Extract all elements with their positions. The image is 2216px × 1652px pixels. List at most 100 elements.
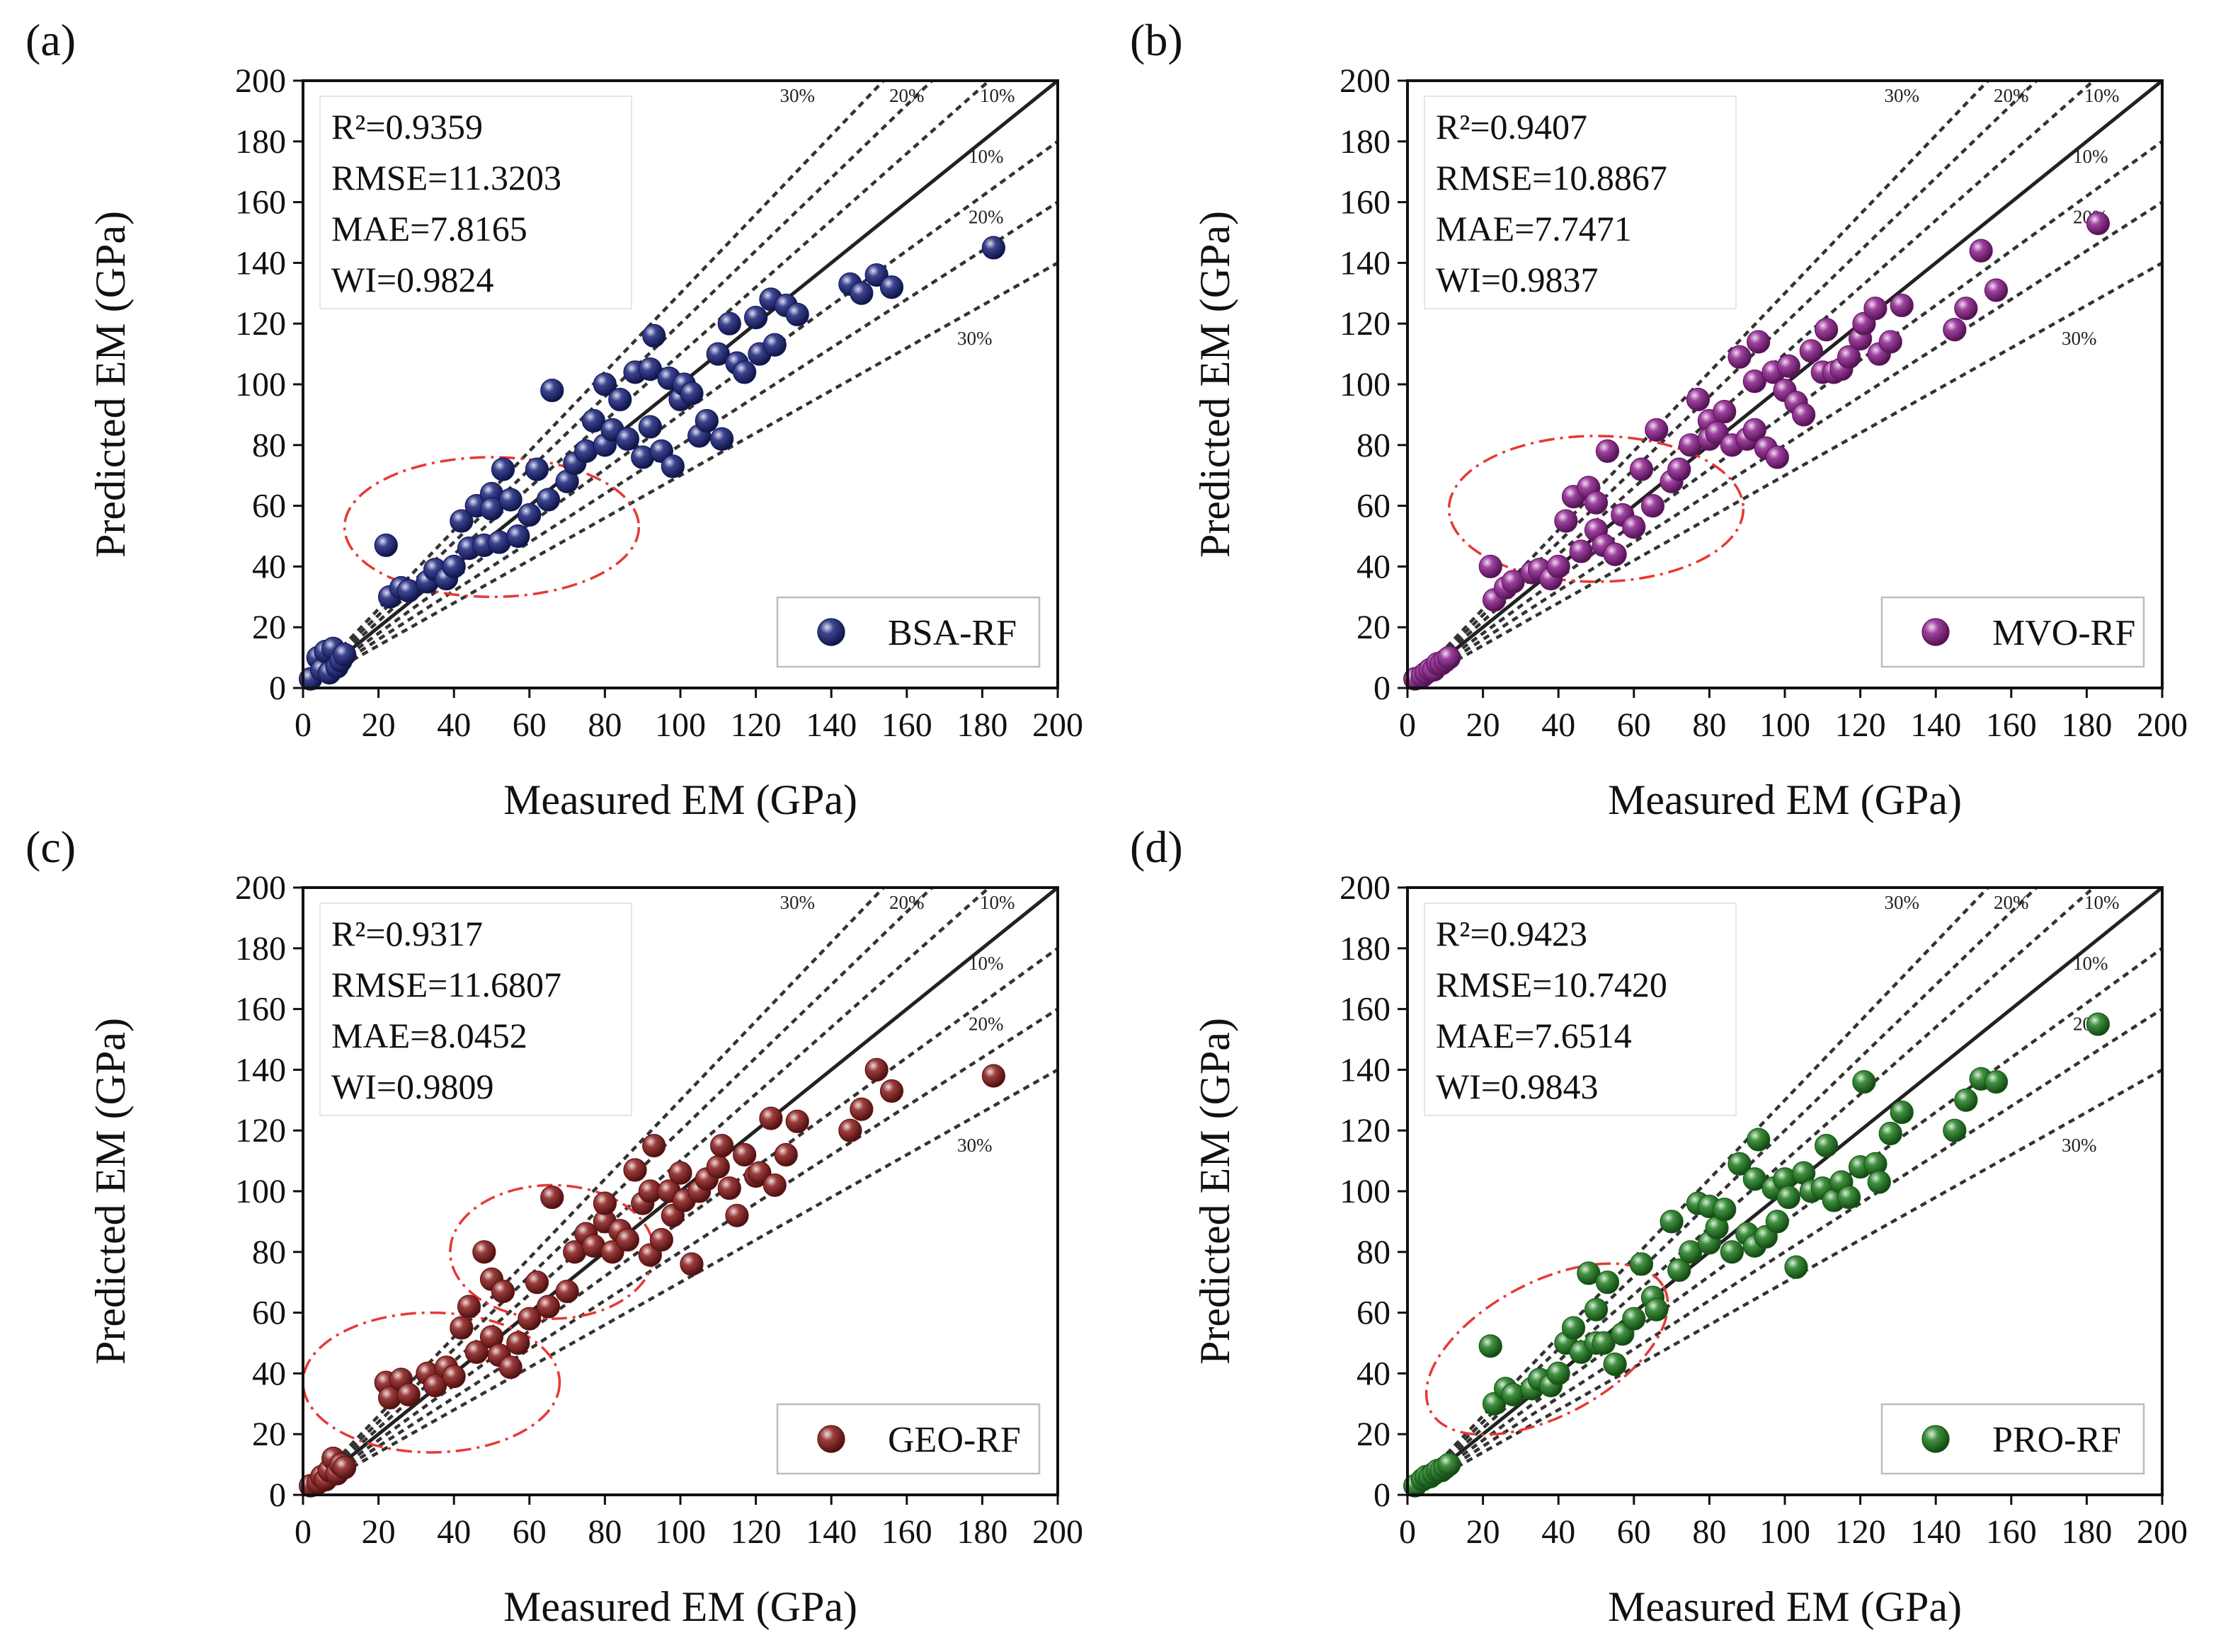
x-tick-label: 160 — [881, 706, 932, 744]
guide-label-top-10: 10% — [980, 85, 1015, 106]
guide-label-top-10: 10% — [2084, 892, 2120, 913]
guide-label-top-20: 20% — [889, 85, 925, 106]
data-point — [396, 579, 421, 603]
data-point — [850, 1097, 874, 1121]
data-points — [1403, 212, 2110, 691]
upper-guide-line — [303, 888, 933, 1495]
data-point — [1867, 1170, 1891, 1194]
x-tick-label: 140 — [806, 1513, 857, 1551]
stats-block: R²=0.9359 RMSE=11.3203 MAE=7.8165 WI=0.9824 — [319, 96, 632, 309]
data-point — [442, 1365, 466, 1389]
y-tick-label: 180 — [235, 123, 286, 161]
x-tick-label: 120 — [731, 706, 782, 744]
legend-marker — [817, 618, 845, 646]
x-tick-label: 120 — [1835, 706, 1886, 744]
upper-guide-line — [1407, 81, 2038, 688]
x-tick-label: 0 — [295, 1513, 312, 1551]
data-point — [1878, 1121, 1902, 1146]
legend-label: MVO-RF — [1992, 613, 2135, 653]
data-points — [299, 236, 1005, 691]
stat-rmse: RMSE=11.3203 — [331, 158, 561, 197]
stat-wi: WI=0.9824 — [331, 260, 494, 299]
y-tick-label: 40 — [1357, 548, 1390, 585]
y-axis-title: Predicted EM (GPa) — [87, 1018, 134, 1365]
data-point — [1727, 1152, 1752, 1176]
data-point — [649, 1228, 673, 1252]
guide-label-right-30: 30% — [2062, 328, 2097, 349]
data-point — [1478, 554, 1502, 579]
data-point — [1815, 318, 1839, 342]
data-point — [668, 1161, 692, 1185]
data-point — [623, 1158, 647, 1182]
x-tick-label: 20 — [362, 1513, 396, 1551]
guide-label-top-30: 30% — [1884, 892, 1919, 913]
data-point — [1437, 646, 1461, 670]
guide-label-top-30: 30% — [779, 892, 815, 913]
data-point — [1686, 387, 1710, 412]
data-point — [1954, 297, 1978, 321]
panel-b: (b)30%20%10%10%20%30%0204060801001201401… — [1130, 15, 2188, 823]
guide-label-right-20: 20% — [969, 207, 1004, 228]
data-point — [680, 382, 704, 406]
legend: BSA-RF — [776, 596, 1041, 668]
legend: PRO-RF — [1880, 1403, 2145, 1475]
data-point — [506, 524, 530, 549]
data-point — [333, 643, 357, 667]
guide-label-top-20: 20% — [1994, 85, 2029, 106]
x-tick-label: 180 — [956, 706, 1007, 744]
x-tick-label: 200 — [2137, 706, 2188, 744]
y-tick-label: 40 — [252, 548, 286, 585]
y-tick-label: 100 — [1340, 1173, 1390, 1210]
data-point — [1603, 1352, 1627, 1377]
x-tick-label: 0 — [1399, 706, 1416, 744]
data-point — [1747, 1128, 1771, 1152]
y-tick-label: 80 — [252, 1234, 286, 1271]
legend: GEO-RF — [776, 1403, 1041, 1475]
data-point — [593, 372, 617, 396]
x-tick-label: 20 — [362, 706, 396, 744]
y-tick-label: 20 — [252, 609, 286, 646]
highlight-ellipse — [302, 1311, 561, 1454]
x-axis-title: Measured EM (GPa) — [503, 776, 857, 823]
y-tick-label: 80 — [1357, 1234, 1390, 1271]
data-point — [479, 497, 504, 521]
data-point — [1720, 1240, 1744, 1264]
y-tick-label: 80 — [252, 427, 286, 464]
data-point — [1437, 1452, 1461, 1476]
x-tick-label: 60 — [513, 1513, 547, 1551]
data-point — [785, 1109, 809, 1133]
lower-guide-line — [303, 1068, 1058, 1495]
data-point — [442, 554, 466, 579]
legend-marker — [1921, 618, 1950, 646]
data-point — [879, 1079, 904, 1103]
data-point — [1629, 457, 1654, 481]
data-point — [695, 408, 719, 433]
legend-marker — [817, 1425, 845, 1453]
stat-rmse: RMSE=10.8867 — [1436, 158, 1667, 197]
data-point — [1765, 445, 1789, 469]
data-point — [1784, 1255, 1808, 1279]
y-tick-label: 160 — [1340, 991, 1390, 1028]
x-tick-label: 160 — [1986, 706, 2037, 744]
data-point — [1776, 354, 1800, 378]
x-axis-title: Measured EM (GPa) — [1608, 1583, 1962, 1630]
guide-label-top-10: 10% — [2084, 85, 2120, 106]
data-point — [525, 1270, 549, 1295]
y-tick-label: 200 — [235, 869, 286, 907]
data-point — [879, 275, 904, 299]
data-point — [1595, 439, 1620, 463]
data-point — [1667, 457, 1691, 481]
data-point — [864, 1057, 889, 1082]
data-point — [1984, 1069, 2009, 1094]
panel-a: (a) 30% 20% 10% 10% 20% 30% 0 20 40 60 80 100 120 140 1… — [25, 15, 1083, 823]
x-tick-label: 120 — [731, 1513, 782, 1551]
y-tick-label: 40 — [1357, 1355, 1390, 1392]
x-tick-label: 0 — [1399, 1513, 1416, 1551]
data-point — [1569, 539, 1593, 563]
y-tick-label: 80 — [1357, 427, 1390, 464]
data-point — [717, 1176, 741, 1200]
data-point — [2086, 1012, 2110, 1036]
data-point — [638, 415, 662, 439]
y-tick-label: 20 — [252, 1416, 286, 1453]
data-point — [1629, 1252, 1654, 1276]
